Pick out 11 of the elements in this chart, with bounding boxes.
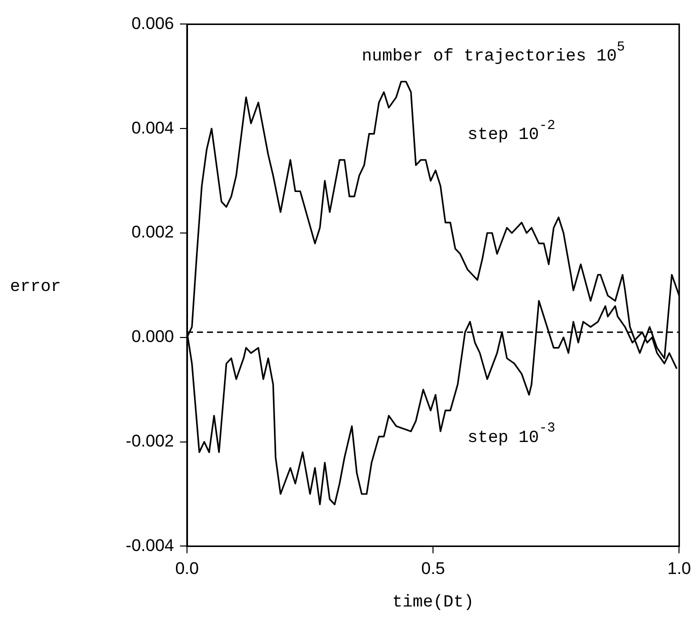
y-axis-title: error <box>10 278 62 298</box>
y-tick-label: 0.002 <box>131 222 174 242</box>
y-tick-label: 0.004 <box>131 118 174 138</box>
y-tick-label: 0.006 <box>131 14 174 33</box>
x-tick-label: 0.0 <box>175 559 199 578</box>
y-tick-label: -0.002 <box>126 431 174 450</box>
x-axis-title: time(Dt) <box>392 593 474 612</box>
x-tick-label: 0.5 <box>421 559 445 578</box>
x-tick-label: 1.0 <box>667 559 692 578</box>
y-tick-label: -0.004 <box>126 536 174 555</box>
y-tick-label: 0.000 <box>131 327 174 346</box>
